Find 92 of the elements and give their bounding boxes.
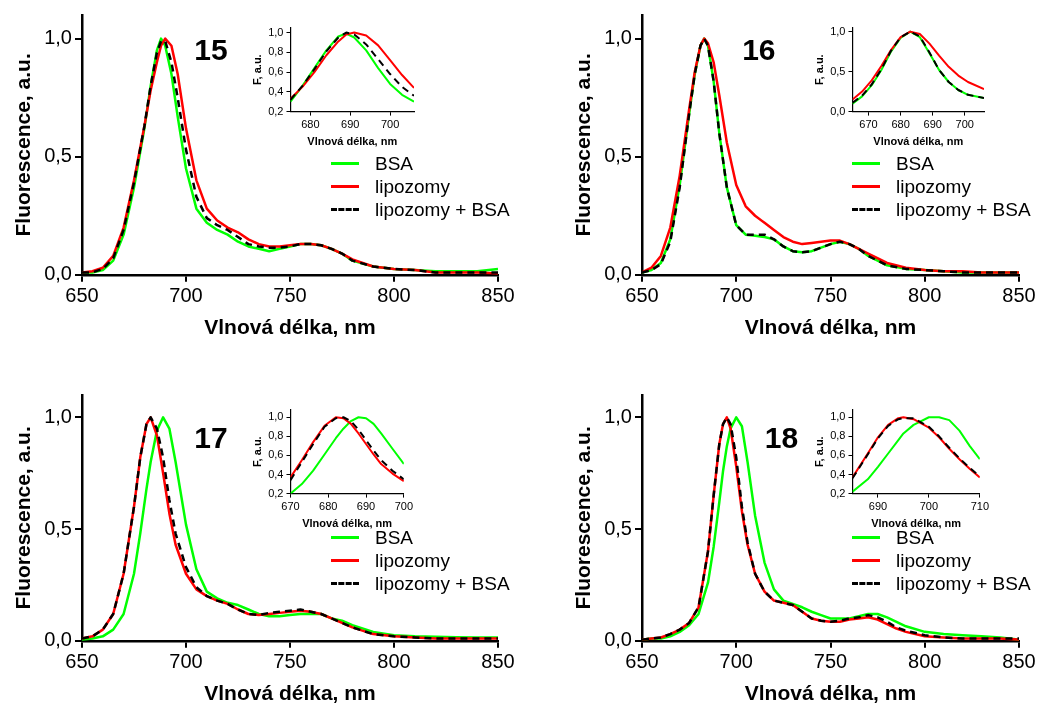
y-tick-label: 0,0 bbox=[44, 262, 72, 285]
y-axis-title: F, a.u. bbox=[812, 436, 825, 467]
x-tick-label: 690 bbox=[356, 500, 376, 513]
y-tick-label: 0,0 bbox=[604, 628, 632, 651]
y-tick-label: 0,0 bbox=[830, 104, 846, 117]
y-axis-title: Fluorescence, a.u. bbox=[571, 426, 595, 610]
x-tick-label: 700 bbox=[394, 500, 413, 513]
y-axis-title: Fluorescence, a.u. bbox=[11, 53, 35, 237]
x-tick-label: 850 bbox=[481, 284, 515, 307]
x-axis-title: Vlnová délka, nm bbox=[744, 681, 917, 705]
y-tick-label: 0,6 bbox=[268, 448, 284, 461]
y-tick-label: 0,0 bbox=[604, 262, 632, 285]
x-tick-label: 650 bbox=[625, 284, 659, 307]
y-tick-label: 0,8 bbox=[268, 429, 284, 442]
x-tick-label: 650 bbox=[65, 650, 99, 673]
y-tick-label: 0,8 bbox=[268, 45, 284, 58]
x-axis-title: Vlnová délka, nm bbox=[744, 315, 917, 339]
legend-label: lipozomy + BSA bbox=[374, 571, 510, 595]
x-axis-title: Vlnová délka, nm bbox=[204, 315, 376, 339]
legend-label: lipozomy bbox=[374, 174, 450, 198]
x-tick-label: 700 bbox=[719, 284, 753, 307]
x-tick-label: 700 bbox=[169, 284, 203, 307]
x-tick-label: 800 bbox=[377, 650, 411, 673]
y-tick-label: 1,0 bbox=[268, 25, 284, 38]
y-tick-label: 1,0 bbox=[604, 404, 632, 427]
legend-label: lipozomy + BSA bbox=[895, 571, 1031, 595]
y-axis-title: F, a.u. bbox=[812, 54, 825, 85]
x-axis-title: Vlnová délka, nm bbox=[307, 135, 398, 148]
x-tick-label: 850 bbox=[1002, 284, 1036, 307]
y-tick-label: 0,6 bbox=[830, 448, 846, 461]
x-axis-title: Vlnová délka, nm bbox=[204, 681, 376, 705]
legend-label: lipozomy + BSA bbox=[374, 197, 510, 221]
x-tick-label: 650 bbox=[65, 284, 99, 307]
legend-label: lipozomy + BSA bbox=[895, 197, 1031, 221]
legend-label: BSA bbox=[374, 151, 413, 175]
x-tick-label: 850 bbox=[1002, 650, 1036, 673]
x-tick-label: 700 bbox=[380, 118, 400, 131]
y-tick-label: 0,5 bbox=[44, 516, 72, 539]
y-tick-label: 0,6 bbox=[268, 65, 284, 78]
x-tick-label: 800 bbox=[908, 650, 942, 673]
x-tick-label: 680 bbox=[319, 500, 338, 513]
x-tick-label: 670 bbox=[281, 500, 300, 513]
x-tick-label: 690 bbox=[923, 118, 942, 131]
annotation: 15 bbox=[194, 32, 228, 66]
legend-label: BSA bbox=[895, 151, 934, 175]
y-tick-label: 1,0 bbox=[830, 410, 846, 423]
x-tick-label: 700 bbox=[955, 118, 974, 131]
x-tick-label: 680 bbox=[301, 118, 320, 131]
x-tick-label: 710 bbox=[970, 500, 989, 513]
y-axis-title: Fluorescence, a.u. bbox=[11, 426, 35, 610]
y-tick-label: 1,0 bbox=[604, 26, 632, 49]
y-axis-title: F, a.u. bbox=[250, 436, 263, 467]
y-tick-label: 0,5 bbox=[604, 144, 632, 167]
y-tick-label: 0,5 bbox=[830, 64, 846, 77]
x-tick-label: 800 bbox=[908, 284, 942, 307]
x-axis-title: Vlnová délka, nm bbox=[873, 135, 964, 148]
y-tick-label: 0,4 bbox=[268, 467, 284, 480]
y-axis-title: F, a.u. bbox=[250, 54, 263, 85]
x-tick-label: 690 bbox=[868, 500, 888, 513]
x-tick-label: 650 bbox=[625, 650, 659, 673]
x-tick-label: 750 bbox=[273, 284, 307, 307]
annotation: 16 bbox=[742, 32, 776, 66]
x-tick-label: 670 bbox=[859, 118, 878, 131]
legend-label: lipozomy bbox=[895, 548, 971, 572]
y-axis-title: Fluorescence, a.u. bbox=[571, 53, 595, 237]
x-tick-label: 750 bbox=[813, 650, 848, 673]
y-tick-label: 1,0 bbox=[268, 410, 284, 423]
y-tick-label: 0,5 bbox=[604, 516, 632, 539]
annotation: 17 bbox=[194, 420, 228, 454]
y-tick-label: 1,0 bbox=[44, 404, 72, 427]
x-tick-label: 750 bbox=[273, 650, 307, 673]
y-tick-label: 0,4 bbox=[268, 84, 284, 97]
x-tick-label: 700 bbox=[169, 650, 203, 673]
x-tick-label: 800 bbox=[377, 284, 411, 307]
x-tick-label: 750 bbox=[813, 284, 848, 307]
y-tick-label: 0,2 bbox=[268, 486, 284, 499]
x-tick-label: 700 bbox=[919, 500, 939, 513]
x-tick-label: 690 bbox=[341, 118, 360, 131]
x-tick-label: 680 bbox=[891, 118, 910, 131]
legend-label: lipozomy bbox=[895, 174, 971, 198]
annotation: 18 bbox=[764, 420, 799, 454]
x-tick-label: 700 bbox=[719, 650, 753, 673]
legend-label: lipozomy bbox=[374, 548, 450, 572]
y-tick-label: 1,0 bbox=[44, 26, 72, 49]
y-tick-label: 0,2 bbox=[268, 104, 284, 117]
y-tick-label: 0,5 bbox=[44, 144, 72, 167]
y-tick-label: 0,8 bbox=[830, 429, 846, 442]
y-tick-label: 1,0 bbox=[830, 24, 846, 37]
y-tick-label: 0,4 bbox=[830, 467, 846, 480]
y-tick-label: 0,2 bbox=[830, 486, 846, 499]
x-tick-label: 850 bbox=[481, 650, 515, 673]
y-tick-label: 0,0 bbox=[44, 628, 72, 651]
